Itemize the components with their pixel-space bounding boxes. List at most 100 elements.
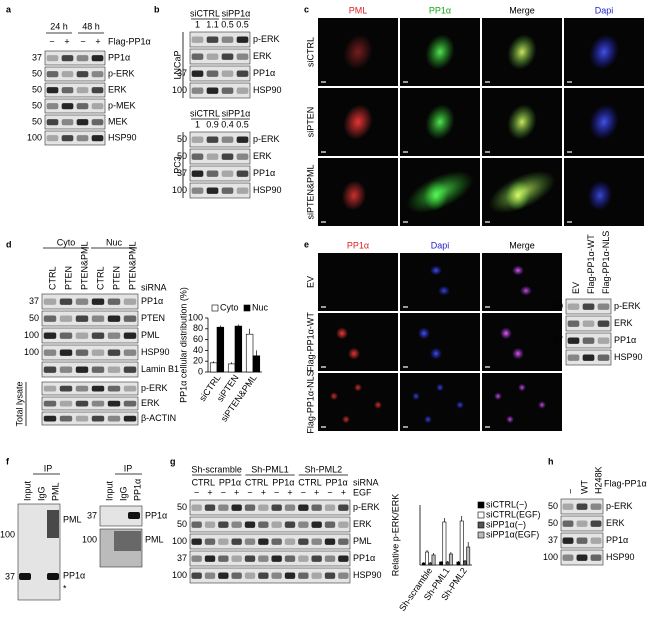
legend-swatch bbox=[477, 511, 485, 519]
legend-label: siCTRL(EGF) bbox=[486, 509, 541, 519]
mw-marker: 50 bbox=[548, 501, 558, 511]
band bbox=[597, 354, 610, 361]
micrograph bbox=[482, 373, 562, 431]
legend-swatch bbox=[477, 521, 485, 529]
band bbox=[191, 170, 204, 177]
bar bbox=[421, 562, 426, 566]
band bbox=[61, 71, 74, 78]
band bbox=[75, 332, 89, 339]
legend-swatch bbox=[243, 304, 251, 312]
cell bbox=[425, 104, 455, 140]
legend-label: siCTRL(−) bbox=[486, 499, 527, 509]
label: CTRL bbox=[298, 477, 322, 487]
band bbox=[59, 400, 73, 407]
band bbox=[206, 170, 219, 177]
mw-marker: 37 bbox=[548, 535, 558, 545]
cell bbox=[507, 34, 537, 70]
label: PML bbox=[349, 5, 368, 15]
micrograph bbox=[318, 373, 398, 431]
cell bbox=[423, 180, 449, 211]
label: Flag-PP1α bbox=[604, 478, 647, 488]
band bbox=[597, 337, 610, 344]
band bbox=[75, 385, 89, 392]
band bbox=[576, 537, 588, 544]
bar bbox=[227, 363, 236, 373]
label: EGF bbox=[353, 487, 372, 497]
label: 24 h bbox=[50, 21, 68, 31]
cell bbox=[430, 265, 442, 276]
mw-marker: 37 bbox=[29, 296, 39, 306]
cell bbox=[494, 392, 502, 401]
cell bbox=[500, 327, 512, 340]
label: siPTEN bbox=[305, 107, 315, 138]
mw-marker: 100 bbox=[0, 529, 15, 539]
y-tick-label: 60 bbox=[193, 334, 203, 344]
band bbox=[567, 337, 580, 344]
band bbox=[298, 555, 309, 562]
band bbox=[338, 521, 349, 528]
protein-label: p-ERK bbox=[353, 502, 380, 512]
blot-strip bbox=[41, 411, 139, 426]
band bbox=[191, 572, 202, 579]
band bbox=[107, 400, 121, 407]
cell bbox=[538, 400, 546, 409]
band bbox=[582, 303, 595, 310]
mw-marker: 50 bbox=[32, 84, 42, 94]
label: 48 h bbox=[82, 21, 100, 31]
cell bbox=[412, 392, 420, 401]
micrograph bbox=[318, 313, 398, 371]
band bbox=[284, 521, 296, 528]
panel-label: h bbox=[548, 456, 554, 466]
blot-strip bbox=[41, 344, 139, 361]
lane-label: EV bbox=[571, 282, 581, 294]
protein-label: ERK bbox=[614, 318, 633, 328]
protein-label: MEK bbox=[108, 116, 128, 126]
panel-label: e bbox=[304, 239, 309, 249]
mw-marker: 100 bbox=[172, 85, 187, 95]
cell bbox=[587, 180, 613, 211]
band bbox=[236, 187, 249, 194]
band bbox=[123, 366, 137, 373]
label: siCTRL bbox=[190, 108, 220, 118]
lane-label: Input bbox=[22, 480, 32, 501]
blot-strip bbox=[189, 499, 351, 516]
band bbox=[311, 521, 322, 528]
band bbox=[244, 521, 256, 528]
protein-label: PP1α bbox=[253, 168, 275, 178]
blot-strip bbox=[189, 65, 251, 82]
mw-marker: 50 bbox=[32, 100, 42, 110]
label: siPP1α bbox=[222, 108, 251, 118]
lane-label: + bbox=[64, 36, 69, 46]
band bbox=[76, 87, 89, 94]
band bbox=[91, 103, 104, 110]
band bbox=[61, 119, 74, 126]
band bbox=[191, 555, 202, 562]
bar bbox=[456, 561, 461, 566]
cell bbox=[520, 285, 532, 296]
band bbox=[271, 538, 282, 545]
protein-label: ERK bbox=[606, 518, 625, 528]
label: Merge bbox=[509, 240, 535, 250]
blot-strip bbox=[44, 66, 106, 82]
blot-strip bbox=[189, 550, 351, 567]
band bbox=[576, 554, 588, 561]
cell bbox=[424, 415, 432, 424]
panel-label: a bbox=[6, 4, 12, 14]
band bbox=[47, 573, 59, 580]
blot-strip bbox=[189, 31, 251, 48]
band bbox=[324, 555, 336, 562]
protein-label: PP1α bbox=[108, 52, 130, 62]
label: IP bbox=[44, 463, 53, 473]
band bbox=[324, 521, 336, 528]
band bbox=[284, 504, 296, 511]
band bbox=[114, 531, 141, 551]
band bbox=[218, 538, 229, 545]
protein-label: PML bbox=[353, 536, 372, 546]
protein-label: PP1α bbox=[353, 553, 375, 563]
bar bbox=[442, 521, 447, 566]
lane-label: + bbox=[234, 487, 239, 497]
band bbox=[191, 187, 204, 194]
label: Sh-PML2 bbox=[305, 464, 343, 474]
band bbox=[123, 415, 137, 422]
